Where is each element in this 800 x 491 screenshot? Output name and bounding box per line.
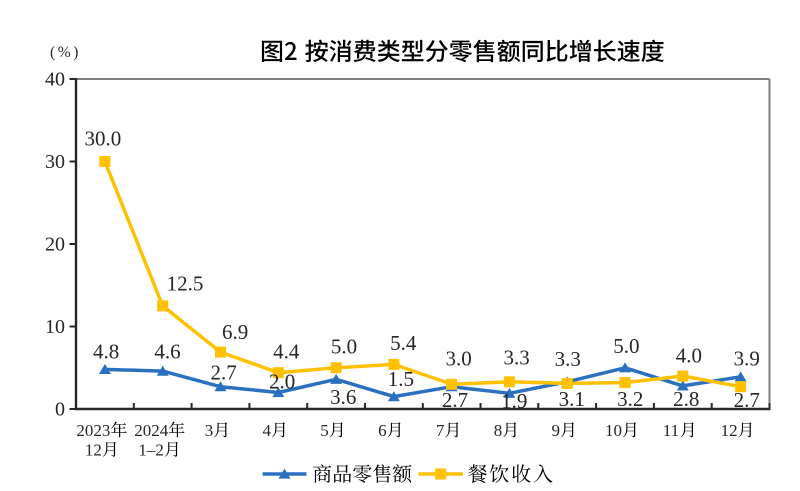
svg-text:4.4: 4.4 bbox=[273, 340, 300, 364]
svg-text:2.7: 2.7 bbox=[734, 388, 760, 412]
svg-text:8: 8 bbox=[494, 421, 503, 440]
svg-text:3.6: 3.6 bbox=[330, 385, 356, 409]
svg-text:5: 5 bbox=[320, 421, 329, 440]
svg-text:4: 4 bbox=[263, 421, 272, 440]
svg-text:3: 3 bbox=[205, 421, 214, 440]
svg-text:30.0: 30.0 bbox=[85, 127, 122, 151]
svg-text:3.3: 3.3 bbox=[503, 346, 529, 370]
svg-text:12: 12 bbox=[721, 421, 738, 440]
svg-text:1–2: 1–2 bbox=[138, 441, 164, 460]
svg-text:2024: 2024 bbox=[134, 421, 169, 440]
svg-text:1.5: 1.5 bbox=[388, 367, 414, 391]
svg-text:4.0: 4.0 bbox=[676, 343, 702, 367]
svg-text:10: 10 bbox=[605, 421, 622, 440]
svg-text:20: 20 bbox=[45, 234, 65, 256]
svg-text:2.7: 2.7 bbox=[442, 388, 468, 412]
svg-text:10: 10 bbox=[45, 316, 65, 338]
svg-text:5.0: 5.0 bbox=[613, 334, 639, 358]
svg-text:6.9: 6.9 bbox=[222, 320, 248, 344]
svg-text:11: 11 bbox=[663, 421, 679, 440]
svg-text:0: 0 bbox=[55, 399, 65, 421]
svg-text:3.0: 3.0 bbox=[445, 347, 471, 371]
svg-text:4.8: 4.8 bbox=[93, 339, 119, 363]
svg-text:3.3: 3.3 bbox=[555, 347, 581, 371]
svg-text:6: 6 bbox=[378, 421, 387, 440]
svg-text:3.9: 3.9 bbox=[734, 346, 760, 370]
svg-text:5.4: 5.4 bbox=[390, 331, 417, 355]
svg-text:2.0: 2.0 bbox=[269, 369, 295, 393]
svg-text:3.1: 3.1 bbox=[559, 387, 585, 411]
svg-text:2.8: 2.8 bbox=[673, 387, 699, 411]
svg-text:2.7: 2.7 bbox=[210, 361, 236, 385]
svg-text:4.6: 4.6 bbox=[154, 339, 180, 363]
svg-text:12: 12 bbox=[85, 441, 102, 460]
svg-text:1.9: 1.9 bbox=[501, 389, 527, 413]
svg-text:7: 7 bbox=[436, 421, 445, 440]
svg-text:3.2: 3.2 bbox=[617, 387, 643, 411]
svg-text:40: 40 bbox=[45, 69, 65, 91]
svg-text:(%): (%) bbox=[50, 44, 81, 61]
svg-text:30: 30 bbox=[45, 151, 65, 173]
svg-text:5.0: 5.0 bbox=[331, 334, 357, 358]
svg-text:12.5: 12.5 bbox=[167, 272, 204, 296]
svg-text:2023: 2023 bbox=[76, 421, 110, 440]
svg-text:9: 9 bbox=[552, 421, 561, 440]
